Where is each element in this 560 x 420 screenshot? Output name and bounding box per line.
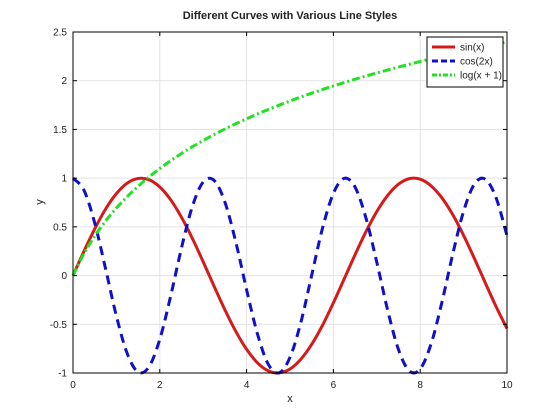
x-axis-ticks: 0 2 4 6 8 10 bbox=[70, 32, 513, 391]
legend-label: cos(2x) bbox=[460, 57, 493, 68]
legend-box bbox=[426, 36, 504, 88]
plot-frame bbox=[72, 31, 508, 374]
chart-title: Different Curves with Various Line Style… bbox=[183, 10, 398, 22]
y-tick-label: 1 bbox=[61, 174, 67, 185]
y-tick-label: 1.5 bbox=[53, 125, 67, 136]
y-axis-label: y bbox=[34, 199, 46, 205]
x-tick-label: 0 bbox=[70, 380, 76, 391]
legend: sin(x) cos(2x) log(x + 1) bbox=[426, 36, 504, 88]
series-line-2 bbox=[71, 176, 509, 375]
series-line-1 bbox=[71, 176, 509, 375]
y-tick-label: -1 bbox=[58, 369, 67, 380]
x-tick-label: 2 bbox=[157, 380, 163, 391]
legend-label: log(x + 1) bbox=[460, 71, 502, 82]
x-tick-label: 8 bbox=[417, 380, 423, 391]
x-axis-label: x bbox=[287, 393, 293, 405]
y-tick-label: -0.5 bbox=[50, 320, 68, 331]
x-tick-label: 4 bbox=[244, 380, 250, 391]
legend-label: sin(x) bbox=[460, 43, 484, 54]
x-tick-label: 6 bbox=[331, 380, 337, 391]
y-tick-label: 2 bbox=[61, 76, 67, 87]
y-tick-label: 2.5 bbox=[53, 28, 67, 39]
y-tick-label: 0.5 bbox=[53, 222, 67, 233]
y-tick-label: 0 bbox=[61, 271, 67, 282]
x-tick-label: 10 bbox=[501, 380, 513, 391]
y-axis-ticks: -1 -0.5 0 0.5 1 1.5 2 2.5 bbox=[50, 28, 507, 380]
